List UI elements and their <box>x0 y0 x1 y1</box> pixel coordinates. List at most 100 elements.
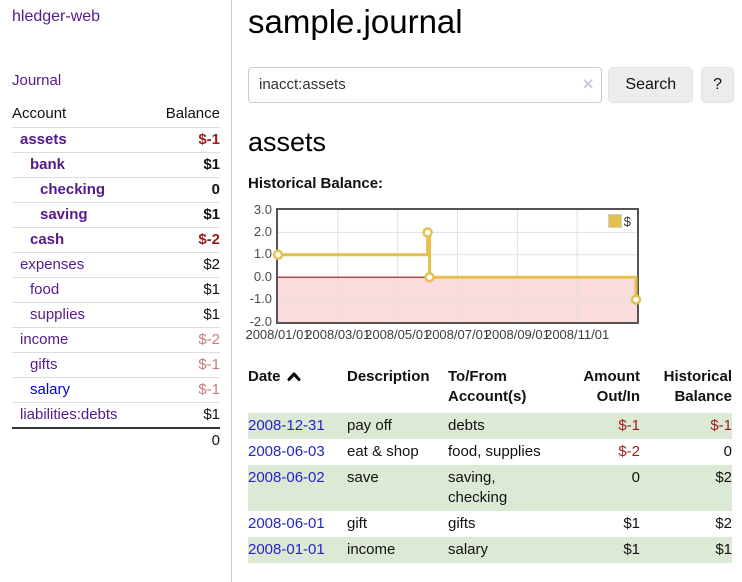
account-balance: $1 <box>203 281 220 298</box>
sidebar: hledger-web Journal Account Balance asse… <box>0 0 232 582</box>
account-balance: $-2 <box>198 231 220 248</box>
x-tick-label: 2008/11/01 <box>545 326 610 342</box>
date-cell: 2008-06-01 <box>248 511 347 537</box>
description-cell: pay off <box>347 416 392 434</box>
account-link[interactable]: salary <box>30 381 71 398</box>
amount-cell: $-2 <box>618 442 640 460</box>
col-header-amount: Amount Out/In <box>583 367 640 405</box>
chart-title: Historical Balance: <box>248 174 384 192</box>
register-header-row: Date Description To/From Account(s) Amou… <box>248 365 732 413</box>
table-row: 2008-06-02 save saving, checking 0 $2 <box>248 464 732 511</box>
date-cell: 2008-01-01 <box>248 537 347 563</box>
account-balance: $1 <box>203 306 220 323</box>
y-tick-label: 0.0 <box>253 268 272 284</box>
help-button[interactable]: ? <box>701 66 734 103</box>
date-cell: 2008-06-03 <box>248 439 347 465</box>
balance-cell: $1 <box>715 540 732 558</box>
accounts-total-value: 0 <box>211 432 220 449</box>
clear-search-icon[interactable]: × <box>582 73 594 94</box>
account-balance: $1 <box>203 406 220 423</box>
balance-chart: 3.0 2.0 1.0 0.0 -1.0 -2.0 $ 2008/01/01 2008/03… <box>245 201 668 342</box>
x-tick-label: 2008/01/01 <box>245 326 311 342</box>
accounts-cell: salary <box>448 540 489 558</box>
accounts-header-row: Account Balance <box>12 102 220 128</box>
account-row: food $1 <box>12 277 220 303</box>
sort-ascending-icon <box>287 372 301 381</box>
accounts-rows: assets $-1 bank $1 checking 0 saving $1 cash $-2 e… <box>12 127 220 429</box>
col-header-accounts: To/From Account(s) <box>448 367 527 405</box>
account-link[interactable]: saving <box>40 206 88 223</box>
search-input[interactable] <box>248 66 603 103</box>
y-tick-label: -2.0 <box>249 313 272 329</box>
account-link[interactable]: supplies <box>30 306 86 323</box>
account-balance: $-1 <box>198 356 220 373</box>
account-link[interactable]: expenses <box>20 256 85 273</box>
account-row: cash $-2 <box>12 227 220 253</box>
account-row: gifts $-1 <box>12 352 220 378</box>
accounts-total-row: 0 <box>12 428 220 453</box>
legend-label: $ <box>623 213 631 229</box>
page-title: sample.journal <box>248 3 463 40</box>
description-cell: gift <box>347 514 368 532</box>
balance-cell: $-1 <box>710 416 732 434</box>
account-row: expenses $2 <box>12 252 220 278</box>
description-cell: save <box>347 468 379 486</box>
balance-cell: 0 <box>723 442 732 460</box>
date-link[interactable]: 2008-01-01 <box>248 540 325 558</box>
col-header-description: Description <box>347 367 430 385</box>
chart-plot: $ <box>272 207 642 324</box>
date-link[interactable]: 2008-12-31 <box>248 416 325 434</box>
account-heading: assets <box>248 126 327 157</box>
table-row: 2008-12-31 pay off debts $-1 $-1 <box>248 412 732 439</box>
account-link[interactable]: income <box>20 331 69 348</box>
account-link[interactable]: assets <box>20 131 67 148</box>
search-bar: × Search ? <box>248 66 734 103</box>
account-row: saving $1 <box>12 202 220 228</box>
table-row: 2008-06-03 eat & shop food, supplies $-2 0 <box>248 439 732 465</box>
accounts-cell: saving, checking <box>448 468 508 506</box>
account-link[interactable]: bank <box>30 156 66 173</box>
date-link[interactable]: 2008-06-01 <box>248 514 325 532</box>
account-link[interactable]: cash <box>30 231 65 248</box>
amount-cell: $-1 <box>618 416 640 434</box>
account-link[interactable]: food <box>30 281 60 298</box>
x-tick-label: 2008/07/01 <box>424 326 491 342</box>
x-tick-label: 2008/05/01 <box>365 326 431 342</box>
account-row: supplies $1 <box>12 302 220 328</box>
date-cell: 2008-06-02 <box>248 465 347 511</box>
y-tick-label: 1.0 <box>253 246 272 262</box>
legend-swatch-icon <box>607 214 622 229</box>
account-balance: $2 <box>203 256 220 273</box>
description-cell: eat & shop <box>347 442 419 460</box>
search-box: × <box>248 66 603 103</box>
col-header-balance: Historical Balance <box>663 367 732 405</box>
app-title-link[interactable]: hledger-web <box>12 8 101 25</box>
table-row: 2008-01-01 income salary $1 $1 <box>248 536 732 563</box>
date-link[interactable]: 2008-06-02 <box>248 468 325 486</box>
date-link[interactable]: 2008-06-03 <box>248 442 325 460</box>
account-balance: $-2 <box>198 331 220 348</box>
account-row: salary $-1 <box>12 377 220 403</box>
col-header-date[interactable]: Date <box>248 365 347 413</box>
account-balance: 0 <box>211 181 220 198</box>
search-button[interactable]: Search <box>608 66 694 103</box>
account-balance: $-1 <box>198 131 220 148</box>
account-link[interactable]: checking <box>40 181 106 198</box>
x-tick-label: 2008/09/01 <box>484 326 550 342</box>
balance-cell: $2 <box>715 514 732 532</box>
sidebar-item-journal[interactable]: Journal <box>12 72 62 89</box>
account-link[interactable]: gifts <box>30 356 58 373</box>
y-tick-label: 3.0 <box>253 201 272 217</box>
account-link[interactable]: liabilities:debts <box>20 406 118 423</box>
amount-cell: $1 <box>623 540 640 558</box>
balance-cell: $2 <box>715 468 732 486</box>
accounts-table: Account Balance assets $-1 bank $1 checking 0… <box>12 102 220 453</box>
accounts-cell: gifts <box>448 514 476 532</box>
accounts-header-balance: Balance <box>165 105 220 122</box>
y-tick-label: 2.0 <box>253 224 272 240</box>
col-header-date-label: Date <box>248 367 281 385</box>
account-balance: $1 <box>203 206 220 223</box>
accounts-total-spacer <box>12 428 149 453</box>
amount-cell: $1 <box>623 514 640 532</box>
register-table: Date Description To/From Account(s) Amou… <box>248 365 732 563</box>
